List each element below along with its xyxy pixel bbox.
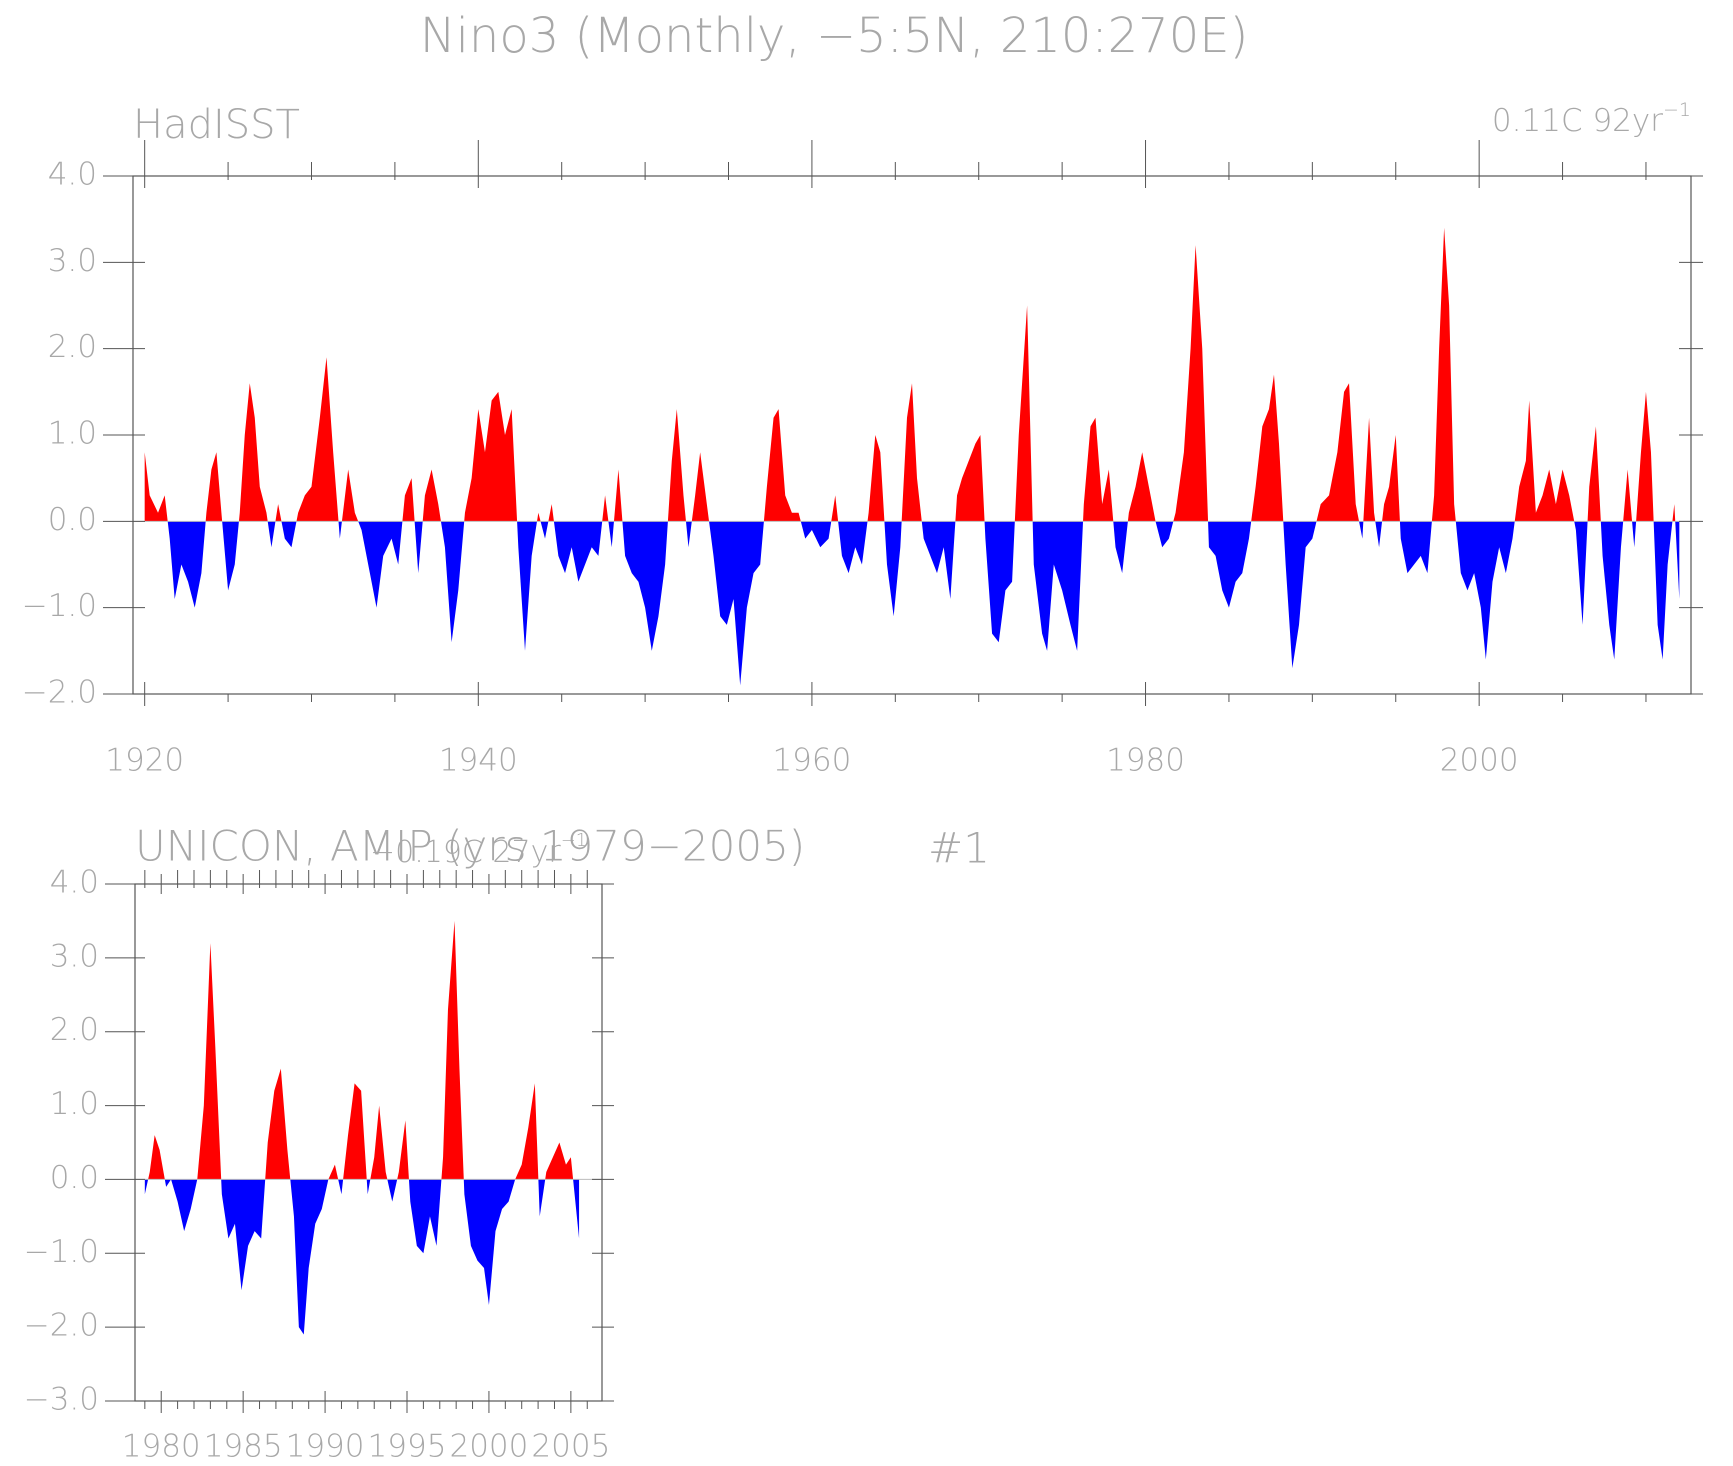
x-tick-label: 2000 bbox=[1440, 743, 1519, 779]
positive-area bbox=[148, 920, 574, 1180]
trend-text: −0.19C 27yr bbox=[370, 835, 561, 870]
y-tick-label: −1.0 bbox=[22, 588, 97, 624]
x-tick-label: 1980 bbox=[122, 1429, 201, 1465]
y-tick-label: 4.0 bbox=[48, 157, 97, 193]
x-tick-label: 2005 bbox=[531, 1429, 610, 1465]
y-tick-label: −3.0 bbox=[24, 1382, 99, 1418]
y-tick-label: 0.0 bbox=[50, 1160, 99, 1196]
x-tick-label: 1985 bbox=[204, 1429, 283, 1465]
y-tick-label: 3.0 bbox=[48, 243, 97, 279]
y-tick-label: −2.0 bbox=[24, 1308, 99, 1344]
y-tick-label: 3.0 bbox=[50, 938, 99, 974]
trend-label: 0.11C 92yr−1 bbox=[1492, 99, 1691, 139]
y-tick-label: 4.0 bbox=[50, 865, 99, 901]
x-tick-label: 1980 bbox=[1106, 743, 1185, 779]
y-tick-label: 1.0 bbox=[50, 1086, 99, 1122]
trend-text: 0.11C 92yr bbox=[1492, 103, 1663, 139]
negative-area bbox=[167, 521, 1680, 686]
x-tick-label: 1920 bbox=[105, 743, 184, 779]
panel-title: HadISST bbox=[133, 102, 300, 148]
x-tick-label: 1990 bbox=[286, 1429, 365, 1465]
x-tick-label: 2000 bbox=[449, 1429, 528, 1465]
x-tick-label: 1995 bbox=[368, 1429, 447, 1465]
y-tick-label: 0.0 bbox=[48, 502, 97, 538]
figure-title: Nino3 (Monthly, −5:5N, 210:270E) bbox=[420, 8, 1249, 64]
y-tick-label: 2.0 bbox=[48, 329, 97, 365]
negative-area bbox=[144, 1179, 580, 1335]
plot-frame bbox=[134, 883, 603, 1402]
x-tick-label: 1960 bbox=[772, 743, 851, 779]
y-tick-label: −1.0 bbox=[24, 1234, 99, 1270]
y-tick-label: 2.0 bbox=[50, 1012, 99, 1048]
y-tick-label: −2.0 bbox=[22, 675, 97, 711]
x-tick-label: 1940 bbox=[439, 743, 518, 779]
trend-exponent: −1 bbox=[1663, 99, 1691, 121]
figure-label: #1 bbox=[928, 824, 990, 873]
panel-title: UNICON, AMIP (yrs 1979−2005) bbox=[135, 822, 805, 871]
trend-exponent: −1 bbox=[561, 830, 588, 851]
positive-area bbox=[144, 227, 1680, 522]
y-tick-label: 1.0 bbox=[48, 416, 97, 452]
trend-label: −0.19C 27yr−1 bbox=[370, 830, 587, 870]
